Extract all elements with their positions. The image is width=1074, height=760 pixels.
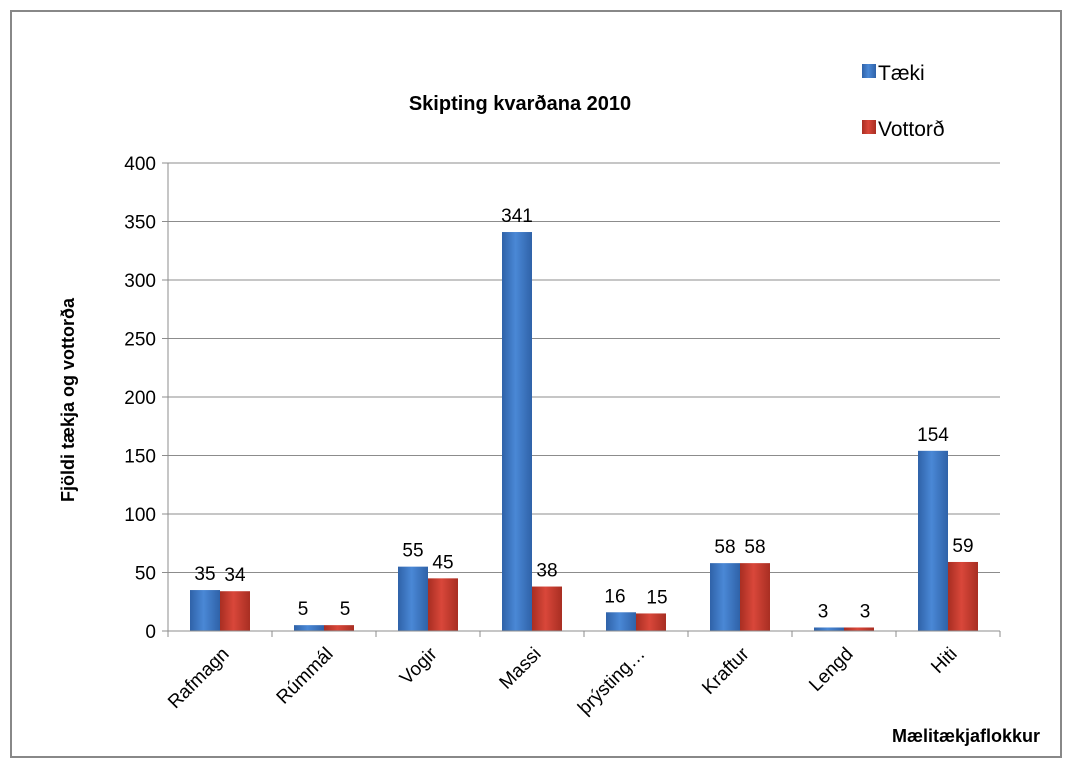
x-tick-label: Kraftur (698, 643, 754, 699)
x-tick-label: þrýsting… (574, 644, 649, 719)
legend-label-taeki: Tæki (878, 62, 925, 85)
bar-taeki (918, 450, 948, 631)
y-tick-label: 350 (124, 213, 156, 234)
data-label: 16 (604, 586, 625, 607)
data-label: 15 (646, 587, 667, 608)
y-tick-label: 0 (145, 622, 156, 643)
data-label: 58 (744, 537, 765, 558)
bar-vottord (636, 613, 666, 631)
bar-taeki (190, 590, 220, 631)
legend-label-vottord: Vottorð (878, 118, 945, 141)
data-label: 59 (952, 536, 973, 557)
data-label: 5 (298, 599, 309, 620)
data-label: 45 (432, 552, 453, 573)
data-label: 3 (860, 601, 871, 622)
data-label: 38 (536, 561, 557, 582)
bar-vottord (844, 627, 874, 631)
legend-swatch-taeki (862, 64, 876, 78)
data-label: 58 (714, 537, 735, 558)
bars (190, 232, 978, 631)
bar-taeki (398, 566, 428, 631)
data-label: 34 (224, 565, 246, 586)
data-label: 341 (501, 206, 533, 227)
chart-frame (10, 10, 1062, 758)
bar-taeki (606, 612, 636, 631)
y-tick-label: 400 (124, 154, 156, 175)
y-tick-label: 200 (124, 388, 156, 409)
y-tick-label: 50 (135, 564, 156, 585)
x-tick-label: Vogir (396, 643, 442, 689)
gridlines (168, 162, 1000, 573)
y-axis-title: Fjöldi tækja og vottorða (58, 297, 78, 502)
x-tick-label: Rúmmál (273, 644, 338, 709)
bar-vottord (220, 591, 250, 631)
bar-taeki (294, 625, 324, 631)
data-label: 154 (917, 425, 949, 446)
data-label: 3 (818, 601, 829, 622)
y-tick-label: 250 (124, 330, 156, 351)
chart-title: Skipting kvarðana 2010 (409, 93, 631, 115)
x-tick-label: Massi (496, 644, 546, 694)
bar-vottord (740, 563, 770, 631)
bar-taeki (502, 232, 532, 631)
legend-swatch-vottord (862, 120, 876, 134)
x-tick-label: Lengd (805, 644, 857, 696)
y-tick-label: 300 (124, 271, 156, 292)
bar-vottord (324, 625, 354, 631)
bar-taeki (710, 563, 740, 631)
y-axis-ticks: 0 50 100 150 200 250 300 350 400 (124, 154, 168, 643)
x-axis-ticks: Rafmagn Rúmmál Vogir Massi þrýsting… Kraftur L… (164, 631, 1001, 719)
bar-vottord (948, 561, 978, 631)
bar-vottord (428, 578, 458, 631)
bar-vottord (532, 586, 562, 631)
x-tick-label: Rafmagn (164, 644, 233, 713)
legend: Tæki Vottorð (862, 62, 945, 141)
y-tick-label: 100 (124, 505, 156, 526)
data-label: 55 (402, 541, 423, 562)
x-axis-title: Mælitækjaflokkur (892, 726, 1040, 746)
y-tick-label: 150 (124, 447, 156, 468)
bar-taeki (814, 627, 844, 631)
x-tick-label: Hiti (927, 644, 961, 678)
axes (167, 163, 1000, 632)
data-label: 35 (194, 564, 215, 585)
data-label: 5 (340, 599, 351, 620)
